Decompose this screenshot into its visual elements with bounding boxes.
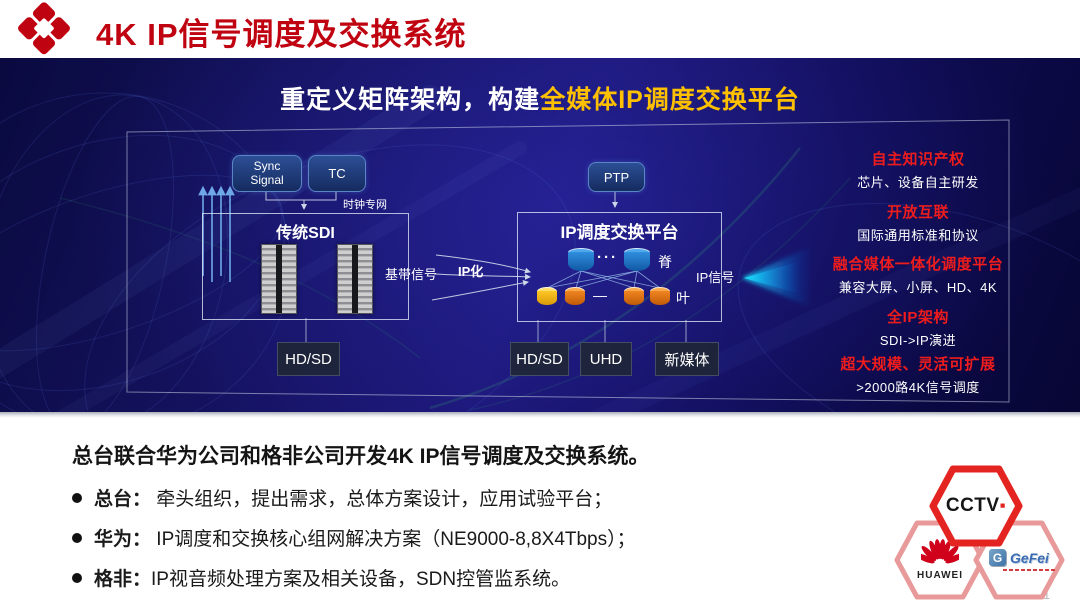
feature-item: 融合媒体一体化调度平台 兼容大屏、小屏、HD、4K bbox=[818, 253, 1018, 296]
leaf-cylinder-icon bbox=[537, 287, 557, 305]
spine-cylinder-icon bbox=[568, 248, 594, 271]
bullet-text: IP视音频处理方案及相关设备，SDN控管监系统。 bbox=[151, 569, 571, 590]
new-media-box: 新媒体 bbox=[655, 342, 719, 376]
server-rack-icon bbox=[337, 244, 373, 314]
bullet-dot-icon bbox=[72, 573, 82, 583]
gefei-tagline-icon bbox=[1003, 569, 1055, 571]
cctv-red-dot-icon: ▪ bbox=[999, 496, 1007, 515]
feature-item: 全IP架构 SDI->IP演进 bbox=[818, 306, 1018, 349]
ip-conversion-arrows-icon bbox=[431, 254, 531, 301]
spine-cylinder-icon bbox=[624, 248, 650, 271]
tc-box: TC bbox=[308, 155, 366, 192]
feature-desc: 兼容大屏、小屏、HD、4K bbox=[838, 280, 998, 295]
cctv-text: CCTV bbox=[945, 495, 1000, 516]
leaf-label: 叶 bbox=[676, 290, 690, 306]
subtitle-white: 重定义矩阵架构，构建 bbox=[280, 86, 541, 114]
spine-label: 脊 bbox=[658, 254, 672, 270]
feature-desc: 国际通用标准和协议 bbox=[857, 228, 979, 243]
summary-section: 总台联合华为公司和格非公司开发4K IP信号调度及交换系统。 总台： 牵头组织，… bbox=[0, 412, 1080, 608]
ip-conversion-label: IP化 bbox=[458, 264, 484, 279]
panel-shadow-divider bbox=[0, 412, 1080, 418]
red-diamond-logo-icon bbox=[16, 0, 72, 56]
sdi-title: 传统SDI bbox=[276, 225, 335, 242]
subtitle-yellow: 全媒体IP调度交换平台 bbox=[540, 86, 800, 114]
perspective-frame bbox=[126, 119, 1010, 403]
feature-title: 全IP架构 bbox=[887, 309, 949, 326]
bullet-text: 牵头组织，提出需求，总体方案设计，应用试验平台； bbox=[151, 489, 613, 510]
feature-desc: >2000路4K信号调度 bbox=[856, 380, 980, 395]
cyan-arrow-icon bbox=[742, 246, 812, 308]
leaf-cylinder-icon bbox=[650, 287, 670, 305]
feature-item: 超大规模、灵活可扩展 >2000路4K信号调度 bbox=[818, 353, 1018, 396]
hexagon-border-icon bbox=[929, 465, 1023, 547]
feature-desc: SDI->IP演进 bbox=[879, 333, 957, 348]
ip-platform-box: IP调度交换平台 bbox=[517, 212, 722, 322]
feature-item: 开放互联 国际通用标准和协议 bbox=[818, 201, 1018, 244]
ip-signal-label: IP信号 bbox=[696, 270, 735, 285]
bullet-gefei: 格非：IP视音频处理方案及相关设备，SDN控管监系统。 bbox=[72, 564, 570, 591]
bullet-label: 总台： bbox=[94, 489, 152, 510]
hdsd-box-right: HD/SD bbox=[510, 342, 569, 376]
feature-desc: 芯片、设备自主研发 bbox=[857, 175, 979, 190]
hdsd-box-left: HD/SD bbox=[277, 342, 340, 376]
page-number: 1 bbox=[1043, 588, 1050, 602]
bullet-text: IP调度和交换核心组网解决方案（NE9000-8,8X4Tbps）； bbox=[151, 529, 636, 550]
bullet-dot-icon bbox=[72, 493, 82, 503]
page-title: 4K IP信号调度及交换系统 bbox=[96, 17, 467, 52]
leaf-cylinder-icon bbox=[565, 287, 585, 305]
sync-signal-box: Sync Signal bbox=[232, 155, 302, 192]
huawei-text: HUAWEI bbox=[917, 570, 963, 581]
summary-heading: 总台联合华为公司和格非公司开发4K IP信号调度及交换系统。 bbox=[72, 445, 650, 468]
diagram-panel: 重定义矩阵架构，构建全媒体IP调度交换平台 Sync Signal TC PTP… bbox=[0, 58, 1080, 412]
bullet-label: 格非： bbox=[94, 569, 152, 590]
gefei-g-icon: G bbox=[989, 549, 1007, 566]
leaf-dash: — bbox=[593, 287, 607, 303]
bullet-ctv: 总台： 牵头组织，提出需求，总体方案设计，应用试验平台； bbox=[72, 484, 612, 511]
feature-title: 融合媒体一体化调度平台 bbox=[832, 256, 1004, 273]
bullet-huawei: 华为： IP调度和交换核心组网解决方案（NE9000-8,8X4Tbps）； bbox=[72, 524, 636, 551]
feature-title: 自主知识产权 bbox=[871, 151, 965, 168]
bullet-label: 华为： bbox=[94, 529, 152, 550]
cctv-logo: CCTV▪ bbox=[928, 464, 1024, 548]
bullet-dot-icon bbox=[72, 533, 82, 543]
spine-ellipsis: ··· bbox=[597, 249, 618, 266]
feature-item: 自主知识产权 芯片、设备自主研发 bbox=[818, 148, 1018, 191]
panel-subtitle: 重定义矩阵架构，构建全媒体IP调度交换平台 bbox=[0, 80, 1080, 116]
huawei-petals-icon bbox=[921, 539, 959, 564]
traditional-sdi-box: 传统SDI bbox=[202, 213, 409, 320]
server-rack-icon bbox=[261, 244, 297, 314]
up-arrows-icon bbox=[198, 185, 235, 282]
gefei-text: GeFei bbox=[1010, 549, 1049, 566]
feature-title: 开放互联 bbox=[886, 204, 949, 221]
ptp-box: PTP bbox=[588, 162, 645, 192]
clock-network-label: 时钟专网 bbox=[343, 199, 387, 211]
baseband-signal-label: 基带信号 bbox=[385, 267, 438, 282]
ip-platform-title: IP调度交换平台 bbox=[560, 223, 679, 242]
slide-header: 4K IP信号调度及交换系统 bbox=[0, 0, 1080, 58]
leaf-cylinder-icon bbox=[624, 287, 644, 305]
feature-title: 超大规模、灵活可扩展 bbox=[840, 356, 996, 373]
uhd-box: UHD bbox=[580, 342, 632, 376]
